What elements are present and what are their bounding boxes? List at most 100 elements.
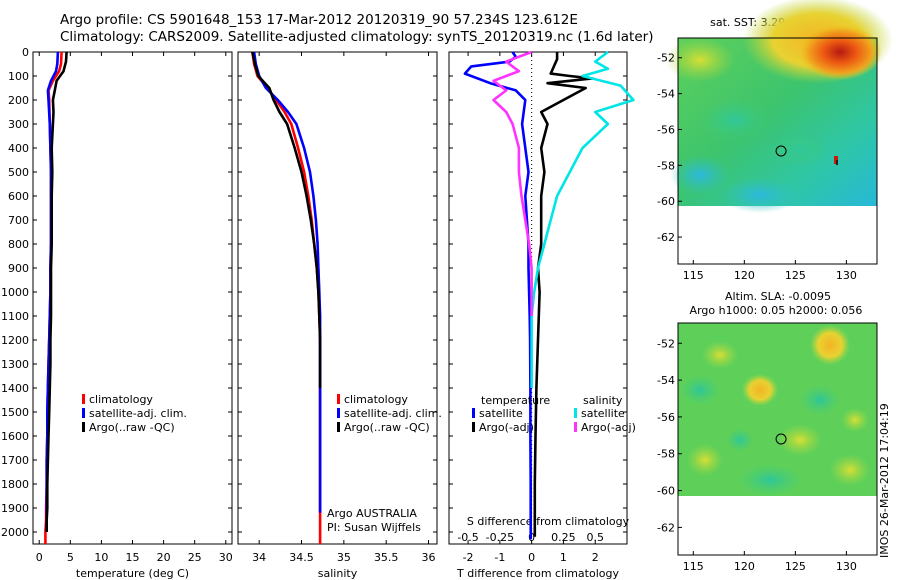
s-tick-label: -0.5 — [457, 531, 478, 544]
sst-map-field — [665, 0, 893, 213]
legend-swatch — [472, 408, 475, 418]
depth-tick-label: 1500 — [1, 406, 29, 419]
depth-tick-label: 800 — [8, 238, 29, 251]
legend-entry: satellite — [479, 407, 523, 420]
legend-swatch — [82, 422, 85, 432]
sla-argo-location-marker — [775, 433, 787, 445]
depth-tick-label: 700 — [8, 214, 29, 227]
pi-annotation: Argo AUSTRALIA — [327, 507, 417, 520]
legend-entry: climatology — [344, 393, 408, 406]
x-tick-label: 15 — [126, 551, 140, 564]
figure-title-line1: Argo profile: CS 5901648_153 17-Mar-2012… — [60, 12, 578, 28]
x-tick-label: 36 — [422, 551, 436, 564]
depth-tick-label: 1800 — [1, 478, 29, 491]
lon-tick-label: 130 — [836, 269, 857, 282]
legend-title-temperature: temperature — [481, 394, 550, 407]
x-tick-label: 10 — [94, 551, 108, 564]
legend-swatch — [472, 422, 475, 432]
depth-tick-label: 1200 — [1, 334, 29, 347]
pi-annotation: PI: Susan Wijffels — [327, 521, 421, 534]
difference-panel: -2 -1 0 1 2 T difference from climatology -0.5… — [448, 50, 636, 580]
lon-tick-label: 115 — [683, 269, 704, 282]
depth-tick-label: 1100 — [1, 310, 29, 323]
legend-swatch — [337, 408, 340, 418]
legend-swatch — [574, 408, 577, 418]
s-tick-label: -0.25 — [486, 531, 514, 544]
lat-tick-label: -52 — [657, 337, 675, 350]
lat-tick-label: -56 — [657, 411, 675, 424]
sla-map-subtitle: Argo h1000: 0.05 h2000: 0.056 — [690, 304, 863, 317]
depth-tick-label: 1700 — [1, 454, 29, 467]
sla-map-panel: Altim. SLA: -0.0095 Argo h1000: 0.05 h20… — [657, 290, 878, 573]
x-tick-label: 20 — [157, 551, 171, 564]
s-tick-label: 0.25 — [551, 531, 576, 544]
sst-map-panel: sat. SST: 3.29 Argo: 3.99 115120125130-5… — [657, 0, 893, 282]
temperature-argo-diff-line — [533, 52, 594, 537]
map-frame — [677, 37, 878, 265]
temperature-satellite-diff-line — [463, 51, 533, 540]
sst-argo-location-marker — [775, 145, 787, 157]
legend-entry: Argo(..raw -QC) — [344, 421, 430, 434]
legend-entry: climatology — [89, 393, 153, 406]
lon-tick-label: 130 — [836, 560, 857, 573]
imos-timestamp: IMOS 26-Mar-2012 17:04:19 — [878, 403, 891, 558]
legend-entry: Argo(-adj) — [479, 421, 534, 434]
depth-tick-label: 1300 — [1, 358, 29, 371]
x-tick-label: 34.5 — [289, 551, 314, 564]
x-tick-label: 30 — [219, 551, 233, 564]
depth-tick-label: 400 — [8, 142, 29, 155]
argo-line — [251, 51, 322, 388]
salinity-panel: 34 34.5 35 35.5 36 salinity climatologysatelli… — [237, 51, 442, 580]
lat-tick-label: -62 — [657, 521, 675, 534]
x-tick-label: 35.5 — [374, 551, 399, 564]
x-tick-label: 2 — [592, 551, 599, 564]
x-axis-label: temperature (deg C) — [76, 567, 189, 580]
temperature-panel: 0100200300400500600700800900100011001200… — [1, 46, 233, 580]
legend-entry: satellite — [581, 407, 625, 420]
depth-tick-label: 300 — [8, 118, 29, 131]
depth-tick-label: 200 — [8, 94, 29, 107]
x-axis-label: T difference from climatology — [456, 567, 619, 580]
depth-tick-label: 1000 — [1, 286, 29, 299]
legend-swatch — [82, 394, 85, 404]
x-tick-label: 1 — [560, 551, 567, 564]
s-axis-label: S difference from climatology — [467, 515, 630, 528]
depth-tick-label: 500 — [8, 166, 29, 179]
lat-tick-label: -62 — [657, 231, 675, 244]
plot-frame — [237, 51, 438, 545]
lon-tick-label: 115 — [683, 560, 704, 573]
lon-tick-label: 125 — [785, 269, 806, 282]
depth-tick-label: 2000 — [1, 526, 29, 539]
legend-swatch — [82, 408, 85, 418]
lat-tick-label: -56 — [657, 123, 675, 136]
lat-tick-label: -52 — [657, 52, 675, 65]
legend-entry: satellite-adj. clim. — [89, 407, 187, 420]
x-tick-label: 25 — [188, 551, 202, 564]
legend-swatch — [337, 394, 340, 404]
depth-tick-label: 100 — [8, 70, 29, 83]
sla-map-field — [678, 323, 877, 496]
map-frame — [677, 322, 878, 556]
legend-title-salinity: salinity — [583, 394, 623, 407]
x-tick-label: -1 — [494, 551, 505, 564]
sla-map-axes: 115 120 125 130 -52 -54 -56 -58 -60 -62 — [657, 322, 878, 573]
legend-entry: Argo(-adj) — [581, 421, 636, 434]
depth-tick-label: 1400 — [1, 382, 29, 395]
lon-tick-label: 120 — [734, 269, 755, 282]
figure-title-line2: Climatology: CARS2009. Satellite-adjuste… — [60, 29, 654, 45]
legend-swatch — [574, 422, 577, 432]
x-axis-label: salinity — [318, 567, 358, 580]
depth-tick-label: 0 — [22, 46, 29, 59]
depth-tick-label: 1900 — [1, 502, 29, 515]
lat-tick-label: -60 — [657, 195, 675, 208]
lon-tick-label: 120 — [734, 560, 755, 573]
lat-tick-label: -54 — [657, 88, 675, 101]
depth-tick-label: 600 — [8, 190, 29, 203]
lat-tick-label: -58 — [657, 159, 675, 172]
lat-tick-label: -58 — [657, 448, 675, 461]
x-tick-label: 0 — [528, 551, 535, 564]
x-tick-label: 34 — [252, 551, 266, 564]
satellite-clim-line — [252, 51, 322, 513]
salinity-satellite-diff-line — [530, 50, 635, 388]
